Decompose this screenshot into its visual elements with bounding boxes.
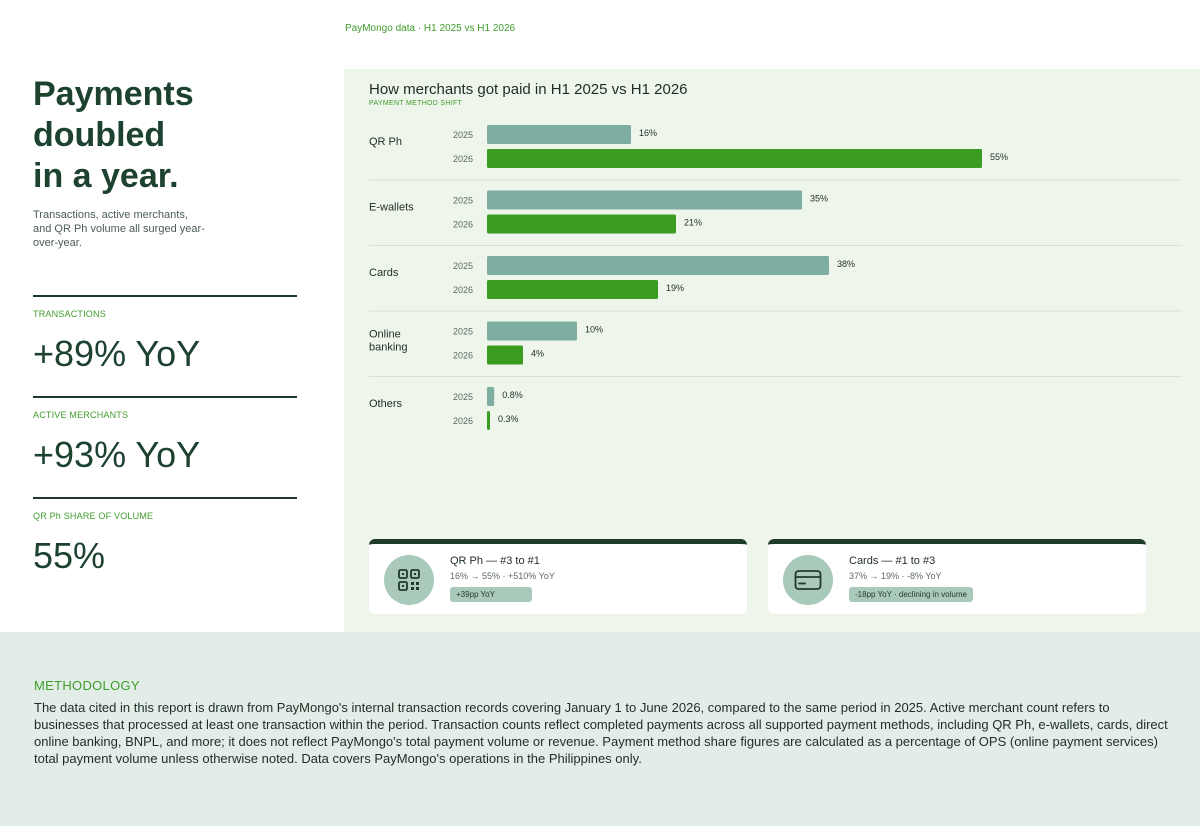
bar-value-label: 0.3% (498, 414, 519, 424)
headline: Payments doubled in a year. (33, 74, 297, 197)
series-year-label: 2025 (453, 196, 473, 206)
bar-value-label: 55% (990, 152, 1008, 162)
card-detail: 16% → 55% · +510% YoY (450, 571, 555, 581)
bar-value-label: 35% (810, 194, 828, 204)
card-badge: +39pp YoY (450, 587, 532, 602)
stat-active-merchants: ACTIVE MERCHANTS +93% YoY (33, 396, 297, 497)
card-badge: -18pp YoY · declining in volume (849, 587, 973, 602)
bar-value-label: 19% (666, 283, 684, 293)
stat-label: TRANSACTIONS (33, 309, 106, 319)
series-year-label: 2025 (453, 261, 473, 271)
series-year-label: 2025 (453, 130, 473, 140)
category-label: Cards (369, 267, 399, 279)
chart-subtitle: PAYMENT METHOD SHIFT (369, 100, 463, 107)
stat-qrph-share: QR Ph SHARE OF VOLUME 55% (33, 497, 297, 598)
stat-value: 55% (33, 535, 106, 576)
insight-card-qrph: QR Ph — #3 to #1 16% → 55% · +510% YoY +… (369, 539, 747, 614)
stat-transactions: TRANSACTIONS +89% YoY (33, 295, 297, 396)
bar-2026 (487, 345, 523, 365)
category-label: banking (369, 342, 408, 354)
credit-card-icon (783, 555, 833, 605)
methodology-section: METHODOLOGY The data cited in this repor… (0, 632, 1200, 826)
headline-line: in a year. (33, 157, 179, 195)
category-label: Online (369, 329, 401, 341)
bar-value-label: 38% (837, 259, 855, 269)
series-year-label: 2026 (453, 416, 473, 426)
bar-2025 (487, 256, 829, 275)
intro-section: Payments doubled in a year. Transactions… (33, 74, 297, 250)
category-label: Others (369, 398, 403, 410)
bar-2026 (487, 411, 490, 430)
payment-method-chart: QR Ph 2025 16% 2026 55% E-wallets 2025 35% 2026 2… (369, 125, 1182, 430)
methodology-title: METHODOLOGY (34, 678, 140, 693)
stat-label: QR Ph SHARE OF VOLUME (33, 511, 154, 521)
methodology-text: The data cited in this report is drawn f… (34, 700, 1168, 766)
insight-card-cards: Cards — #1 to #3 37% → 19% · -8% YoY -18… (768, 539, 1146, 614)
qr-code-icon (384, 555, 434, 605)
bar-2026 (487, 214, 676, 234)
category-label: E-wallets (369, 202, 414, 214)
series-year-label: 2026 (453, 220, 473, 230)
bar-2025 (487, 125, 631, 144)
stat-label: ACTIVE MERCHANTS (33, 410, 129, 420)
stat-value: +89% YoY (33, 333, 201, 374)
bar-value-label: 16% (639, 128, 657, 138)
card-title: QR Ph — #3 to #1 (450, 555, 540, 567)
bar-2025 (487, 190, 802, 210)
chart-title: How merchants got paid in H1 2025 vs H1 … (369, 81, 688, 98)
bar-2025 (487, 321, 577, 341)
bar-value-label: 0.8% (502, 390, 523, 400)
series-year-label: 2026 (453, 285, 473, 295)
stats-list: TRANSACTIONS +89% YoY ACTIVE MERCHANTS +… (33, 295, 297, 598)
stat-value: +93% YoY (33, 434, 201, 475)
chart-panel: QR Ph 2025 16% 2026 55% E-wallets 2025 35% 2026 2… (344, 69, 1200, 632)
headline-line: Payments (33, 75, 194, 113)
series-year-label: 2025 (453, 327, 473, 337)
report-eyebrow: PayMongo data · H1 2025 vs H1 2026 (345, 23, 516, 34)
card-detail: 37% → 19% · -8% YoY (849, 571, 942, 581)
category-label: QR Ph (369, 136, 402, 148)
series-year-label: 2026 (453, 154, 473, 164)
bar-2026 (487, 280, 658, 299)
bar-2025 (487, 387, 495, 406)
subhead: Transactions, active merchants, and QR P… (33, 209, 205, 249)
bar-2026 (487, 149, 982, 168)
series-year-label: 2025 (453, 392, 473, 402)
card-title: Cards — #1 to #3 (849, 555, 936, 567)
headline-line: doubled (33, 116, 166, 154)
bar-value-label: 4% (531, 349, 544, 359)
bar-value-label: 10% (585, 325, 603, 335)
bar-value-label: 21% (684, 218, 702, 228)
series-year-label: 2026 (453, 351, 473, 361)
